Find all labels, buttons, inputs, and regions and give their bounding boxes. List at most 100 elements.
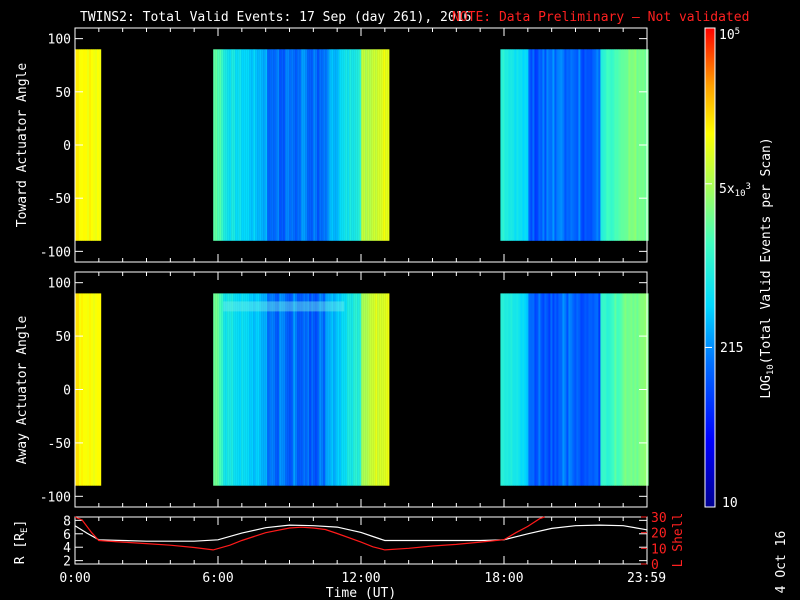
colorbar-tick-5e3: 5x103 <box>719 182 751 199</box>
heatmap-column <box>634 293 637 486</box>
heatmap-column <box>371 293 374 486</box>
colorbar-tick-10: 10 <box>722 496 738 511</box>
heatmap-column <box>307 49 310 241</box>
heatmap-column <box>271 49 274 241</box>
heatmap-column <box>612 49 615 241</box>
heatmap-column <box>387 293 390 486</box>
heatmap-column <box>335 293 338 486</box>
heatmap-column <box>305 49 308 241</box>
heatmap-column <box>594 49 597 241</box>
heatmap-column <box>530 293 533 486</box>
colorbar-tick-1e5-base: 10 <box>719 28 735 43</box>
y-tick-label-right: 20 <box>651 527 667 542</box>
heatmap-column <box>546 293 549 486</box>
plot-title: TWINS2: Total Valid Events: 17 Sep (day … <box>80 10 471 25</box>
heatmap-column <box>93 49 96 241</box>
heatmap-column <box>241 293 244 486</box>
heatmap-column <box>285 49 288 241</box>
away-x-ticks <box>74 272 648 507</box>
heatmap-column <box>239 49 242 241</box>
heatmap-column <box>303 293 306 486</box>
toward-panel: 100 50 0 -50 -100 Toward Actuator Angle <box>15 27 649 263</box>
heatmap-column <box>387 49 390 241</box>
heatmap-column <box>325 49 328 241</box>
heatmap-column <box>323 49 326 241</box>
heatmap-column <box>217 49 220 241</box>
r-axis-label-sub: E <box>20 528 30 533</box>
heatmap-column <box>592 293 595 486</box>
heatmap-column <box>508 49 511 241</box>
heatmap-column <box>87 49 90 241</box>
heatmap-column <box>548 49 551 241</box>
heatmap-column <box>275 49 278 241</box>
r-axis-label: R [RE] <box>13 520 30 565</box>
heatmap-column <box>514 49 517 241</box>
heatmap-column <box>518 49 521 241</box>
x-tick-label: 18:00 <box>484 571 523 586</box>
heatmap-column <box>528 293 531 486</box>
heatmap-column <box>379 49 382 241</box>
heatmap-column <box>542 293 545 486</box>
heatmap-column <box>353 49 356 241</box>
heatmap-column <box>373 49 376 241</box>
heatmap-column <box>542 49 545 241</box>
heatmap-column <box>524 293 527 486</box>
heatmap-column <box>295 293 298 486</box>
heatmap-column <box>620 293 623 486</box>
y-tick-label: -100 <box>40 490 71 505</box>
heatmap-column <box>618 293 621 486</box>
heatmap-column <box>329 293 332 486</box>
heatmap-column <box>385 49 388 241</box>
heatmap-column <box>584 293 587 486</box>
heatmap-column <box>570 293 573 486</box>
heatmap-column <box>594 293 597 486</box>
heatmap-column <box>544 49 547 241</box>
heatmap-column <box>275 293 278 486</box>
heatmap-column <box>385 293 388 486</box>
heatmap-column <box>299 49 302 241</box>
heatmap-column <box>608 293 611 486</box>
heatmap-column <box>289 293 292 486</box>
heatmap-column <box>229 49 232 241</box>
heatmap-column <box>572 293 575 486</box>
heatmap-column <box>297 293 300 486</box>
heatmap-column <box>215 293 218 486</box>
colorbar-label-main: LOG <box>759 375 774 399</box>
heatmap-column <box>373 293 376 486</box>
heatmap-column <box>97 49 100 241</box>
heatmap-column <box>608 49 611 241</box>
heatmap-column <box>586 49 589 241</box>
heatmap-column <box>536 49 539 241</box>
colorbar-label-rest: (Total Valid Events per Scan) <box>759 137 774 364</box>
r-axis-label-main: R [R <box>13 533 28 564</box>
heatmap-column <box>223 293 226 486</box>
y-tick-label: -50 <box>48 437 71 452</box>
heatmap-column <box>516 49 519 241</box>
heatmap-column <box>357 293 360 486</box>
heatmap-column <box>291 293 294 486</box>
heatmap-column <box>383 293 386 486</box>
heatmap-column <box>598 49 601 241</box>
lshell-line <box>74 516 545 551</box>
y-tick-label: -50 <box>48 192 71 207</box>
heatmap-column <box>269 49 272 241</box>
heatmap-column <box>213 49 216 241</box>
heatmap-column <box>614 49 617 241</box>
heatmap-column <box>580 49 583 241</box>
heatmap-column <box>574 49 577 241</box>
heatmap-column <box>506 49 509 241</box>
heatmap-column <box>253 49 256 241</box>
heatmap-column <box>269 293 272 486</box>
heatmap-column <box>586 293 589 486</box>
heatmap-column <box>544 293 547 486</box>
heatmap-column <box>596 293 599 486</box>
heatmap-column <box>367 293 370 486</box>
heatmap-column <box>616 49 619 241</box>
heatmap-column <box>624 293 627 486</box>
heatmap-column <box>343 293 346 486</box>
heatmap-column <box>351 293 354 486</box>
heatmap-column <box>554 49 557 241</box>
y-tick-label: 0 <box>63 139 71 154</box>
away-heatmap <box>75 293 649 486</box>
heatmap-column <box>99 293 102 486</box>
